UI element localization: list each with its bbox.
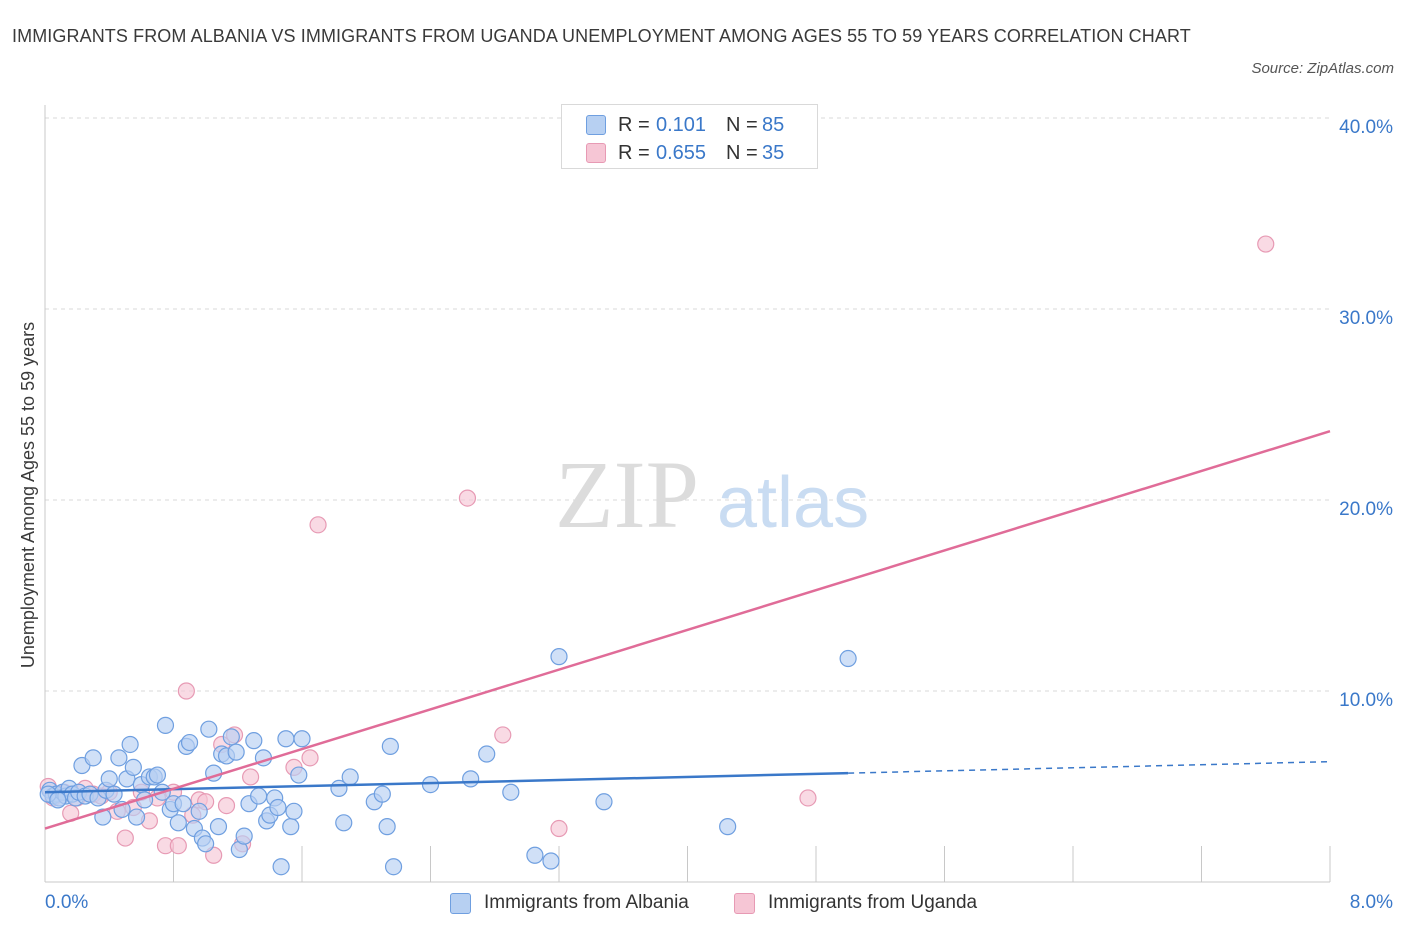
albania-point	[235, 827, 253, 845]
albania-point	[290, 766, 308, 784]
albania-point	[148, 766, 167, 784]
r-label: R =	[618, 141, 650, 164]
uganda-point	[494, 726, 512, 744]
albania-point	[272, 858, 290, 876]
uganda-point	[177, 682, 195, 700]
series-legend: Immigrants from Albania Immigrants from …	[0, 890, 1406, 916]
axes	[44, 105, 1331, 883]
n-label: N =	[726, 141, 758, 164]
x-tick-label: 8.0%	[1350, 892, 1393, 913]
y-tick-label: 30.0%	[1339, 308, 1393, 329]
uganda-point	[1257, 235, 1275, 253]
albania-point	[285, 802, 303, 820]
albania-point	[190, 802, 208, 820]
albania-point	[105, 785, 123, 803]
watermark-atlas: atlas	[717, 463, 869, 543]
r-value: 0.655	[656, 141, 707, 164]
n-label: N =	[726, 113, 758, 136]
albania-swatch	[586, 115, 606, 135]
albania-point	[100, 770, 118, 788]
n-value: 35	[762, 141, 785, 164]
albania-point	[282, 818, 300, 836]
y-axis-label: Unemployment Among Ages 55 to 59 years	[18, 322, 38, 668]
albania-point	[526, 846, 544, 864]
uganda-swatch	[734, 892, 755, 914]
albania-point	[121, 735, 139, 754]
albania-point	[127, 808, 146, 826]
legend-row-uganda: R = 0.655 N = 35	[586, 142, 784, 164]
uganda-point	[550, 819, 568, 838]
albania-point	[341, 768, 359, 786]
r-value: 0.101	[656, 113, 707, 136]
chart-source: Source: ZipAtlas.com	[1251, 60, 1394, 77]
albania-point	[222, 728, 240, 746]
albania-point	[209, 818, 228, 836]
watermark-zip: ZIP	[555, 441, 699, 548]
albania-point	[421, 775, 440, 794]
y-tick-label: 10.0%	[1339, 690, 1393, 711]
albania-point	[502, 783, 520, 801]
uganda-point	[458, 489, 477, 507]
albania-point	[462, 770, 480, 788]
albania-point	[49, 791, 67, 809]
n-value: 85	[762, 113, 785, 136]
albania-point	[550, 648, 568, 666]
legend-item-uganda: Immigrants from Uganda	[734, 890, 977, 916]
albania-point	[381, 737, 399, 755]
albania-trendline-extension	[848, 760, 1331, 774]
uganda-point	[309, 516, 327, 534]
albania-point	[200, 720, 218, 738]
chart-title: IMMIGRANTS FROM ALBANIA VS IMMIGRANTS FR…	[12, 26, 1191, 46]
albania-point	[156, 716, 175, 734]
tick-labels: 10.0% 20.0% 30.0% 40.0% 0.0% 8.0%	[45, 117, 1393, 913]
y-tick-label: 20.0%	[1339, 499, 1393, 520]
uganda-point	[116, 829, 134, 847]
albania-point	[293, 730, 311, 748]
albania-point	[478, 745, 496, 763]
albania-trendline	[44, 771, 849, 794]
albania-point	[269, 798, 287, 817]
r-label: R =	[618, 113, 650, 136]
uganda-point	[169, 837, 187, 855]
trend-lines	[44, 430, 1331, 830]
uganda-point	[217, 796, 236, 815]
albania-point	[197, 835, 215, 853]
albania-point	[227, 743, 245, 761]
albania-point	[839, 649, 857, 668]
albania-point	[595, 793, 613, 811]
albania-point	[277, 730, 295, 748]
albania-point	[84, 749, 102, 767]
uganda-swatch	[586, 143, 606, 163]
albania-point	[542, 852, 560, 870]
albania-point	[180, 733, 199, 752]
correlation-legend: R = 0.101 N = 85 R = 0.655 N = 35	[561, 104, 818, 169]
albania-point	[250, 787, 268, 805]
uganda-point	[242, 768, 260, 786]
albania-point	[169, 814, 187, 832]
albania-point	[245, 732, 263, 750]
grid-lines	[45, 117, 1330, 692]
albania-point	[384, 858, 403, 876]
uganda-point	[799, 789, 817, 807]
legend-row-albania: R = 0.101 N = 85	[586, 114, 784, 136]
legend-item-albania: Immigrants from Albania	[450, 890, 689, 916]
legend-label-uganda: Immigrants from Uganda	[768, 892, 978, 913]
y-tick-label: 40.0%	[1339, 117, 1393, 138]
albania-point	[124, 758, 142, 777]
albania-point	[719, 818, 737, 836]
albania-swatch	[450, 892, 471, 914]
legend-label-albania: Immigrants from Albania	[484, 892, 689, 913]
albania-point	[335, 814, 353, 832]
albania-point	[174, 795, 192, 813]
x-tick-label: 0.0%	[45, 892, 88, 913]
watermark: ZIP atlas	[555, 441, 869, 548]
albania-point	[373, 785, 391, 803]
uganda-trendline	[44, 430, 1331, 830]
uganda-point	[301, 749, 319, 767]
albania-point	[378, 818, 396, 836]
albania-point	[110, 749, 128, 767]
